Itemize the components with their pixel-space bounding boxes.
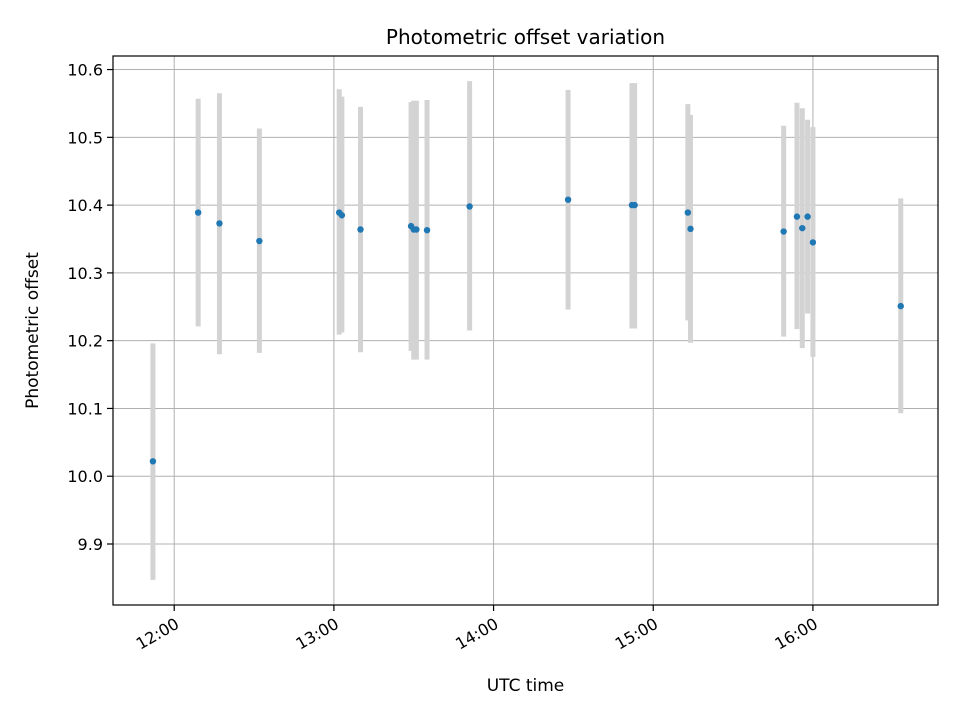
x-axis-title: UTC time	[487, 676, 565, 696]
y-tick-label: 9.9	[78, 535, 103, 554]
y-tick-label: 10.2	[67, 332, 103, 351]
data-point	[687, 225, 694, 233]
data-point	[338, 212, 346, 219]
data-point	[809, 239, 817, 246]
plot-area-frame	[112, 55, 939, 606]
data-points	[149, 196, 904, 465]
y-tick-label: 10.0	[67, 467, 103, 486]
data-point	[466, 203, 473, 210]
data-point	[793, 213, 801, 220]
data-point	[564, 196, 572, 203]
data-point	[413, 226, 420, 233]
data-point	[194, 209, 202, 216]
data-point	[897, 302, 904, 310]
y-tick-label: 10.1	[67, 399, 103, 418]
data-point	[149, 458, 157, 465]
y-tick-label: 10.3	[67, 264, 103, 283]
y-tick-label: 10.6	[67, 61, 103, 80]
data-point	[631, 201, 638, 209]
data-point	[357, 226, 364, 233]
y-tick-label: 10.4	[67, 196, 103, 215]
chart-title: Photometric offset variation	[386, 25, 665, 49]
data-point	[216, 220, 223, 227]
data-point	[804, 213, 811, 220]
data-point	[256, 237, 263, 245]
data-point	[780, 228, 787, 235]
y-axis-title: Photometric offset	[23, 252, 43, 409]
data-point	[799, 224, 806, 232]
data-point	[684, 209, 692, 216]
data-point	[423, 226, 431, 234]
y-tick-label: 10.5	[67, 128, 103, 147]
